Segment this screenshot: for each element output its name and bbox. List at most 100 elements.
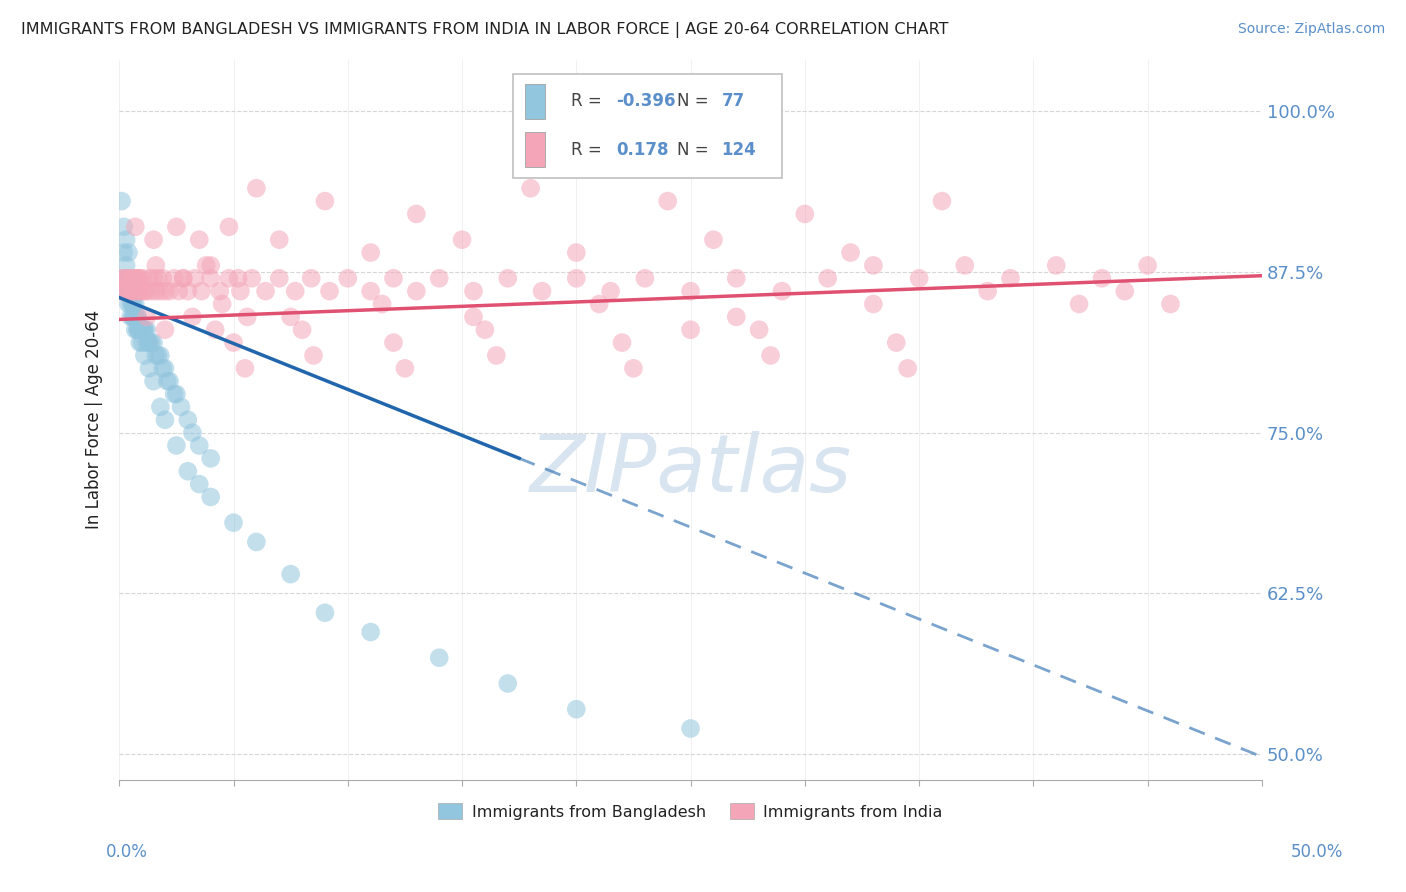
Point [124, 297, 146, 311]
Point [117, 297, 139, 311]
Point [195, 259, 218, 273]
Point [120, 297, 142, 311]
Point [657, 194, 679, 208]
Point [122, 297, 145, 311]
Point [181, 310, 204, 324]
Point [240, 271, 263, 285]
Point [128, 323, 150, 337]
Point [167, 284, 190, 298]
Point [953, 259, 976, 273]
Point [188, 477, 211, 491]
Point [623, 361, 645, 376]
Point [748, 323, 770, 337]
Point [190, 284, 212, 298]
FancyBboxPatch shape [513, 74, 782, 178]
Point [117, 271, 139, 285]
Point [122, 284, 145, 298]
Point [679, 323, 702, 337]
Point [245, 535, 267, 549]
Point [138, 271, 160, 285]
Point [336, 271, 359, 285]
Point [222, 516, 245, 530]
FancyBboxPatch shape [524, 132, 546, 167]
Point [269, 233, 291, 247]
Point [112, 245, 135, 260]
Point [236, 310, 259, 324]
Point [463, 284, 485, 298]
Point [817, 271, 839, 285]
Point [131, 323, 153, 337]
Point [770, 284, 793, 298]
Point [177, 413, 200, 427]
Point [153, 413, 176, 427]
Point [839, 245, 862, 260]
Text: -0.396: -0.396 [616, 93, 676, 111]
Point [1045, 259, 1067, 273]
Point [149, 400, 172, 414]
Point [1000, 271, 1022, 285]
Point [759, 348, 782, 362]
Point [188, 438, 211, 452]
Point [127, 310, 149, 324]
Point [159, 374, 181, 388]
Point [302, 348, 325, 362]
Point [131, 323, 153, 337]
Point [141, 284, 163, 298]
Point [1136, 259, 1159, 273]
Point [496, 271, 519, 285]
Point [280, 310, 302, 324]
Point [112, 219, 135, 234]
Point [156, 374, 179, 388]
Text: R =: R = [571, 93, 606, 111]
Point [1159, 297, 1181, 311]
Point [394, 361, 416, 376]
Point [291, 323, 314, 337]
Point [159, 284, 181, 298]
Point [112, 271, 135, 285]
Point [152, 271, 174, 285]
Point [172, 271, 194, 285]
Point [884, 335, 907, 350]
Point [128, 284, 150, 298]
Point [153, 323, 176, 337]
Point [314, 606, 336, 620]
Point [124, 284, 146, 298]
Point [117, 284, 139, 298]
Point [127, 323, 149, 337]
Point [135, 284, 157, 298]
Point [200, 259, 222, 273]
Text: IMMIGRANTS FROM BANGLADESH VS IMMIGRANTS FROM INDIA IN LABOR FORCE | AGE 20-64 C: IMMIGRANTS FROM BANGLADESH VS IMMIGRANTS… [21, 22, 949, 38]
Point [117, 271, 139, 285]
Point [127, 323, 149, 337]
Point [122, 310, 145, 324]
Point [200, 451, 222, 466]
Point [702, 233, 724, 247]
Point [142, 233, 165, 247]
Point [134, 323, 156, 337]
Point [110, 284, 132, 298]
Point [122, 297, 145, 311]
Point [127, 310, 149, 324]
Text: 124: 124 [721, 141, 756, 159]
Point [862, 259, 884, 273]
Point [120, 284, 142, 298]
Point [135, 310, 157, 324]
Point [183, 271, 205, 285]
Point [124, 219, 146, 234]
Point [299, 271, 322, 285]
Point [124, 310, 146, 324]
Point [131, 335, 153, 350]
Point [181, 425, 204, 440]
Text: Source: ZipAtlas.com: Source: ZipAtlas.com [1237, 22, 1385, 37]
Point [110, 271, 132, 285]
Point [165, 438, 187, 452]
Point [360, 625, 382, 640]
Point [565, 702, 588, 716]
Point [124, 323, 146, 337]
Text: 0.0%: 0.0% [105, 843, 148, 861]
Point [128, 335, 150, 350]
Point [138, 335, 160, 350]
Point [679, 284, 702, 298]
Point [1091, 271, 1114, 285]
Point [200, 271, 222, 285]
